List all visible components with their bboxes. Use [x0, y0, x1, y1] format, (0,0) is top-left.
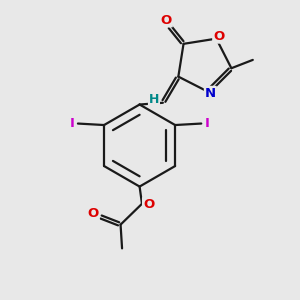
- Text: O: O: [88, 207, 99, 220]
- Text: I: I: [205, 117, 210, 130]
- Text: H: H: [149, 93, 159, 106]
- Text: O: O: [161, 14, 172, 27]
- Text: O: O: [143, 198, 154, 211]
- Text: I: I: [70, 117, 74, 130]
- Text: N: N: [205, 87, 216, 100]
- Text: O: O: [213, 30, 224, 43]
